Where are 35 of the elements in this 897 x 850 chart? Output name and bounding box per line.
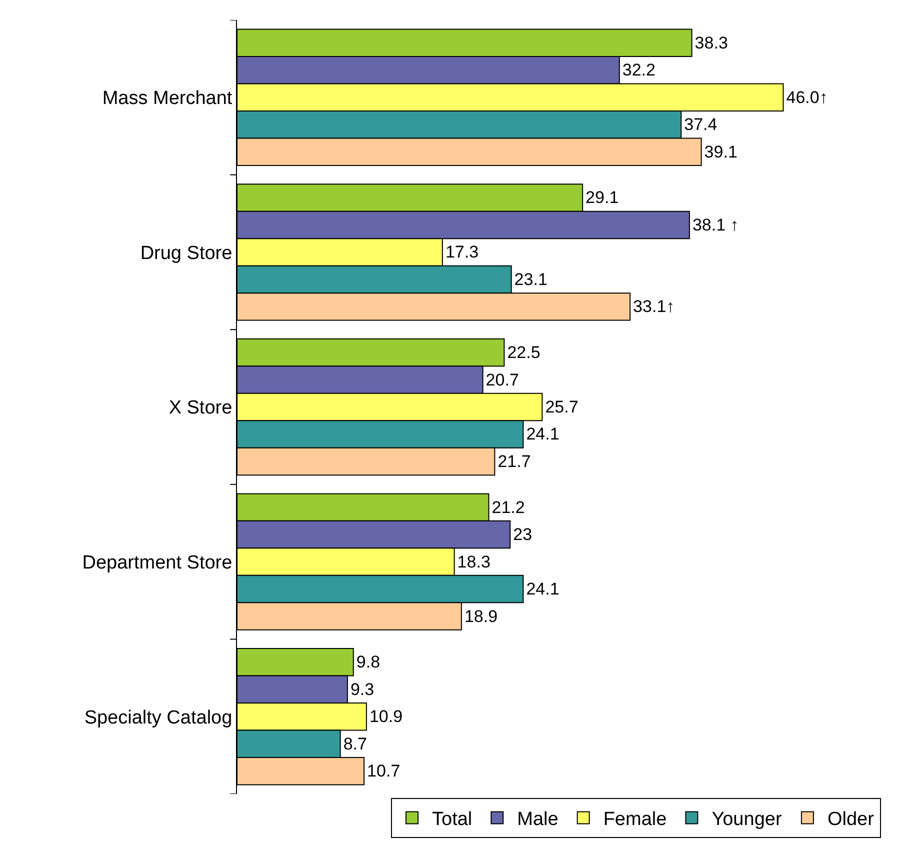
y-tick-label: Specialty Catalog bbox=[84, 707, 232, 728]
data-label: 37.4 bbox=[684, 115, 718, 134]
data-label: 24.1 bbox=[526, 424, 560, 444]
data-label: 29.1 bbox=[586, 188, 619, 208]
data-label: 20.7 bbox=[486, 370, 519, 390]
data-label: 10.9 bbox=[369, 707, 403, 726]
legend-label: Male bbox=[517, 809, 558, 830]
y-tick-label: Mass Merchant bbox=[102, 88, 233, 110]
data-label: 22.5 bbox=[507, 343, 540, 362]
y-tick-label: Drug Store bbox=[140, 242, 232, 264]
data-label: 38.1 ↑ bbox=[692, 215, 739, 234]
data-label: 10.7 bbox=[367, 762, 400, 781]
data-label: 9.3 bbox=[350, 680, 374, 699]
data-label: 25.7 bbox=[545, 398, 578, 416]
y-tick-label: X Store bbox=[168, 398, 232, 419]
data-label: 8.7 bbox=[343, 734, 367, 754]
data-label: 46.0↑ bbox=[786, 88, 828, 107]
data-label: 17.3 bbox=[445, 242, 479, 262]
legend-label: Female bbox=[603, 809, 667, 830]
y-tick-label: Department Store bbox=[82, 552, 232, 574]
legend-label: Total bbox=[432, 809, 472, 830]
data-label: 38.3 bbox=[694, 33, 728, 52]
data-label: 24.1 bbox=[526, 580, 560, 599]
data-label: 23.1 bbox=[514, 270, 548, 289]
data-label: 33.1↑ bbox=[633, 297, 675, 316]
legend-label: Younger bbox=[712, 809, 782, 830]
data-label: 9.8 bbox=[356, 652, 380, 672]
data-label: 18.9 bbox=[464, 606, 498, 626]
data-label: 21.2 bbox=[492, 498, 525, 517]
data-label: 39.1 bbox=[704, 142, 738, 162]
data-label: 23 bbox=[513, 525, 532, 544]
data-label: 21.7 bbox=[498, 452, 531, 471]
legend-label: Older bbox=[827, 809, 875, 830]
data-label: 18.3 bbox=[457, 552, 490, 572]
data-label: 32.2 bbox=[622, 60, 656, 80]
